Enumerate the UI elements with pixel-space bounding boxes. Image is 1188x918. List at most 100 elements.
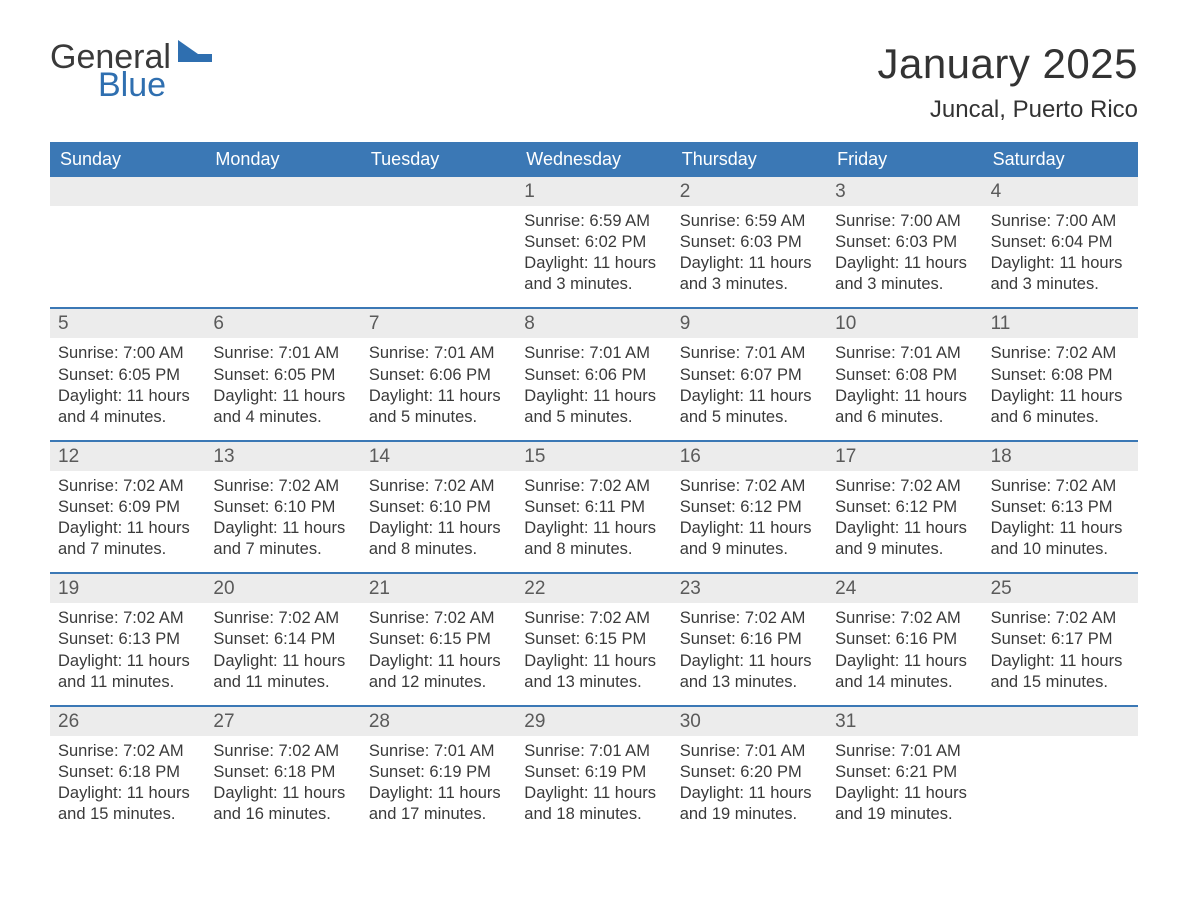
dow-sunday: Sunday (50, 142, 205, 177)
sunset-text: Sunset: 6:18 PM (213, 762, 352, 783)
sunset-text: Sunset: 6:12 PM (835, 497, 974, 518)
month-title: January 2025 (877, 40, 1138, 88)
sunset-text: Sunset: 6:19 PM (369, 762, 508, 783)
day-details: Sunrise: 7:02 AMSunset: 6:13 PMDaylight:… (983, 471, 1138, 572)
day-details: Sunrise: 7:01 AMSunset: 6:20 PMDaylight:… (672, 736, 827, 837)
daylight-line2: and 19 minutes. (680, 804, 819, 825)
day-number: 25 (983, 574, 1138, 603)
sunset-text: Sunset: 6:20 PM (680, 762, 819, 783)
calendar-day: 10Sunrise: 7:01 AMSunset: 6:08 PMDayligh… (827, 309, 982, 439)
calendar-day: 9Sunrise: 7:01 AMSunset: 6:07 PMDaylight… (672, 309, 827, 439)
sunrise-text: Sunrise: 7:00 AM (835, 211, 974, 232)
dow-saturday: Saturday (983, 142, 1138, 177)
day-number: 3 (827, 177, 982, 206)
calendar-day: 23Sunrise: 7:02 AMSunset: 6:16 PMDayligh… (672, 574, 827, 704)
daylight-line2: and 10 minutes. (991, 539, 1130, 560)
calendar-day (983, 707, 1138, 837)
daylight-line2: and 8 minutes. (524, 539, 663, 560)
calendar-day: 7Sunrise: 7:01 AMSunset: 6:06 PMDaylight… (361, 309, 516, 439)
title-block: January 2025 Juncal, Puerto Rico (877, 40, 1138, 124)
sunset-text: Sunset: 6:14 PM (213, 629, 352, 650)
daylight-line1: Daylight: 11 hours (835, 783, 974, 804)
sunset-text: Sunset: 6:06 PM (524, 365, 663, 386)
daylight-line2: and 8 minutes. (369, 539, 508, 560)
day-number (50, 177, 205, 206)
daylight-line1: Daylight: 11 hours (369, 518, 508, 539)
sunrise-text: Sunrise: 7:02 AM (213, 476, 352, 497)
calendar-day: 6Sunrise: 7:01 AMSunset: 6:05 PMDaylight… (205, 309, 360, 439)
sunrise-text: Sunrise: 7:01 AM (835, 741, 974, 762)
sunset-text: Sunset: 6:13 PM (991, 497, 1130, 518)
day-details: Sunrise: 7:02 AMSunset: 6:14 PMDaylight:… (205, 603, 360, 704)
day-details: Sunrise: 7:01 AMSunset: 6:07 PMDaylight:… (672, 338, 827, 439)
sunrise-text: Sunrise: 7:00 AM (991, 211, 1130, 232)
calendar-day (361, 177, 516, 307)
calendar-day: 16Sunrise: 7:02 AMSunset: 6:12 PMDayligh… (672, 442, 827, 572)
day-number: 23 (672, 574, 827, 603)
day-number: 15 (516, 442, 671, 471)
sunrise-text: Sunrise: 7:01 AM (680, 343, 819, 364)
daylight-line2: and 4 minutes. (58, 407, 197, 428)
calendar-day: 13Sunrise: 7:02 AMSunset: 6:10 PMDayligh… (205, 442, 360, 572)
calendar-day (205, 177, 360, 307)
sunrise-text: Sunrise: 7:02 AM (991, 476, 1130, 497)
sunrise-text: Sunrise: 7:01 AM (369, 741, 508, 762)
calendar-day: 2Sunrise: 6:59 AMSunset: 6:03 PMDaylight… (672, 177, 827, 307)
day-number: 13 (205, 442, 360, 471)
daylight-line1: Daylight: 11 hours (991, 651, 1130, 672)
sunrise-text: Sunrise: 7:02 AM (369, 476, 508, 497)
sunset-text: Sunset: 6:04 PM (991, 232, 1130, 253)
day-number (205, 177, 360, 206)
sunrise-text: Sunrise: 7:00 AM (58, 343, 197, 364)
calendar-week: 19Sunrise: 7:02 AMSunset: 6:13 PMDayligh… (50, 572, 1138, 704)
day-details: Sunrise: 7:01 AMSunset: 6:05 PMDaylight:… (205, 338, 360, 439)
day-details: Sunrise: 7:01 AMSunset: 6:21 PMDaylight:… (827, 736, 982, 837)
day-details: Sunrise: 7:02 AMSunset: 6:15 PMDaylight:… (361, 603, 516, 704)
dow-wednesday: Wednesday (516, 142, 671, 177)
daylight-line2: and 11 minutes. (58, 672, 197, 693)
calendar-day: 22Sunrise: 7:02 AMSunset: 6:15 PMDayligh… (516, 574, 671, 704)
day-details: Sunrise: 7:02 AMSunset: 6:18 PMDaylight:… (205, 736, 360, 837)
daylight-line1: Daylight: 11 hours (524, 253, 663, 274)
logo: General Blue (50, 40, 212, 102)
daylight-line1: Daylight: 11 hours (991, 253, 1130, 274)
calendar-day: 5Sunrise: 7:00 AMSunset: 6:05 PMDaylight… (50, 309, 205, 439)
day-details: Sunrise: 7:02 AMSunset: 6:08 PMDaylight:… (983, 338, 1138, 439)
sunrise-text: Sunrise: 7:02 AM (524, 608, 663, 629)
daylight-line2: and 6 minutes. (991, 407, 1130, 428)
dow-tuesday: Tuesday (361, 142, 516, 177)
daylight-line1: Daylight: 11 hours (213, 783, 352, 804)
daylight-line1: Daylight: 11 hours (835, 518, 974, 539)
sunset-text: Sunset: 6:09 PM (58, 497, 197, 518)
sunrise-text: Sunrise: 7:01 AM (835, 343, 974, 364)
daylight-line1: Daylight: 11 hours (835, 253, 974, 274)
calendar-day: 25Sunrise: 7:02 AMSunset: 6:17 PMDayligh… (983, 574, 1138, 704)
sunset-text: Sunset: 6:02 PM (524, 232, 663, 253)
sunrise-text: Sunrise: 7:02 AM (680, 608, 819, 629)
day-number: 4 (983, 177, 1138, 206)
day-number: 2 (672, 177, 827, 206)
day-number: 14 (361, 442, 516, 471)
sunset-text: Sunset: 6:16 PM (835, 629, 974, 650)
day-number: 10 (827, 309, 982, 338)
sunrise-text: Sunrise: 7:02 AM (524, 476, 663, 497)
daylight-line2: and 3 minutes. (835, 274, 974, 295)
calendar-week: 26Sunrise: 7:02 AMSunset: 6:18 PMDayligh… (50, 705, 1138, 837)
daylight-line1: Daylight: 11 hours (58, 386, 197, 407)
sunset-text: Sunset: 6:13 PM (58, 629, 197, 650)
day-details: Sunrise: 7:01 AMSunset: 6:08 PMDaylight:… (827, 338, 982, 439)
flag-icon (178, 40, 212, 67)
calendar-day: 20Sunrise: 7:02 AMSunset: 6:14 PMDayligh… (205, 574, 360, 704)
daylight-line2: and 3 minutes. (524, 274, 663, 295)
day-number: 7 (361, 309, 516, 338)
day-number: 29 (516, 707, 671, 736)
daylight-line1: Daylight: 11 hours (213, 651, 352, 672)
day-details: Sunrise: 7:02 AMSunset: 6:13 PMDaylight:… (50, 603, 205, 704)
sunrise-text: Sunrise: 6:59 AM (680, 211, 819, 232)
daylight-line2: and 4 minutes. (213, 407, 352, 428)
sunrise-text: Sunrise: 7:02 AM (213, 608, 352, 629)
dow-friday: Friday (827, 142, 982, 177)
daylight-line1: Daylight: 11 hours (524, 518, 663, 539)
calendar-day: 30Sunrise: 7:01 AMSunset: 6:20 PMDayligh… (672, 707, 827, 837)
day-number: 21 (361, 574, 516, 603)
